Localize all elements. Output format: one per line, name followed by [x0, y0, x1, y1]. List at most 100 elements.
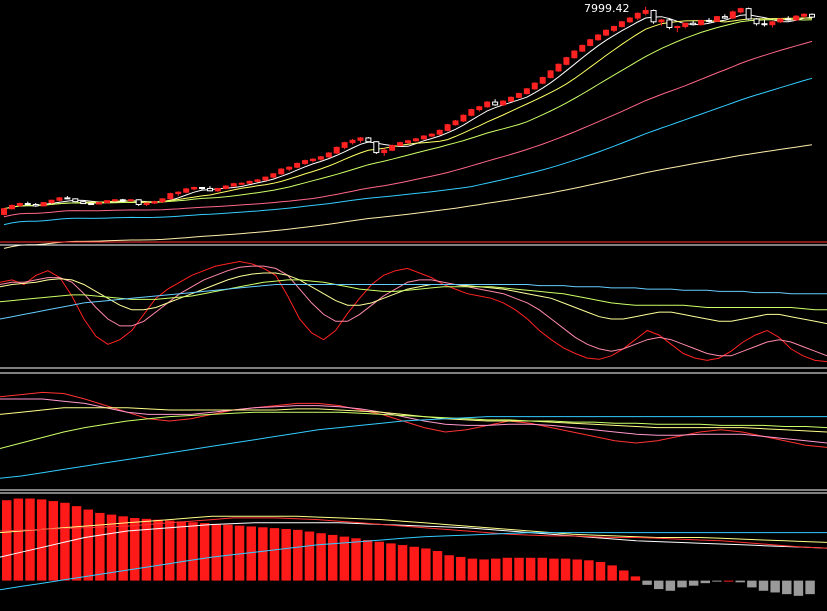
oscillator-panel [0, 260, 827, 363]
candle-body [721, 16, 728, 19]
candle-body [809, 13, 815, 18]
indicator-line [0, 407, 827, 433]
candle-body [333, 146, 340, 154]
candle-body [325, 152, 332, 158]
histogram-bar [293, 529, 303, 581]
candle-body [745, 8, 752, 20]
candle-body [8, 204, 15, 210]
moving-average-line [3, 40, 813, 218]
candle-body [175, 191, 182, 195]
candle-body [793, 15, 800, 21]
candle-body [761, 23, 768, 26]
histogram-bar [304, 531, 315, 581]
candle-body [587, 39, 594, 46]
candle-body [286, 166, 293, 170]
histogram-bar [316, 533, 326, 581]
histogram-bar [723, 580, 734, 582]
candle-body [420, 135, 427, 140]
candle-body [666, 19, 673, 28]
histogram-bar [549, 558, 559, 581]
candle-body [72, 198, 79, 203]
candle-body [674, 26, 681, 29]
candle-body [484, 101, 491, 108]
candle-body [254, 179, 261, 182]
candle-body [1, 208, 7, 215]
histogram-bar [432, 551, 443, 581]
candle-body [690, 22, 697, 26]
histogram-bar [397, 545, 408, 581]
histogram-bar [118, 516, 128, 581]
candle-body [555, 63, 562, 72]
price-panel [1, 6, 815, 249]
candle-body [246, 180, 253, 184]
histogram-bar [199, 523, 210, 581]
candle-body [650, 9, 657, 23]
candle-body [96, 202, 103, 205]
candle-body [302, 160, 309, 164]
histogram-bar [374, 541, 385, 581]
candle-body [381, 149, 388, 154]
candle-body [634, 12, 641, 19]
candle-body [539, 77, 546, 84]
histogram-bar [258, 527, 268, 581]
histogram-bar [95, 512, 105, 581]
candle-body [610, 26, 617, 31]
candle-body [294, 162, 301, 168]
histogram-bar [188, 522, 198, 581]
histogram-bar [537, 557, 548, 581]
candle-body [618, 21, 625, 28]
histogram-bar [642, 580, 652, 585]
histogram-bar [2, 500, 12, 581]
candle-body [309, 158, 316, 162]
candle-body [436, 129, 443, 135]
indicator-line [0, 398, 827, 444]
oscillator-line [0, 284, 827, 320]
candle-body [571, 50, 578, 59]
candle-body [460, 114, 467, 122]
oscillator-line [0, 265, 827, 357]
histogram-bar [153, 519, 163, 581]
histogram-bar [269, 528, 280, 581]
histogram-bar [758, 580, 769, 591]
histogram-bar [479, 559, 489, 581]
histogram-bar [688, 580, 699, 586]
oscillator-line [0, 279, 827, 311]
histogram-bar [362, 540, 373, 581]
histogram-bar [13, 498, 24, 581]
histogram-bar [747, 580, 757, 588]
candle-body [412, 138, 419, 142]
histogram-line [0, 532, 827, 591]
moving-average-line [3, 144, 813, 249]
candle-body [127, 199, 134, 202]
histogram-line [0, 517, 827, 549]
high-price-annotation: 7999.42 [584, 2, 630, 15]
histogram-bar [677, 580, 687, 588]
candle-body [563, 57, 570, 65]
candle-body [214, 187, 221, 192]
candle-body [357, 137, 364, 141]
histogram-line [0, 522, 827, 558]
histogram-line [0, 515, 827, 543]
candle-body [206, 187, 213, 192]
histogram-bar [793, 580, 804, 596]
candle-body [151, 201, 158, 204]
candle-body [515, 93, 522, 98]
histogram-bar [491, 558, 501, 581]
histogram-bar [619, 570, 629, 581]
histogram-bar [584, 560, 594, 581]
histogram-bar [409, 546, 419, 581]
candle-body [135, 199, 142, 205]
histogram-bar [421, 548, 431, 581]
candle-body [143, 202, 150, 205]
candle-body [595, 34, 602, 41]
histogram-bar [735, 580, 745, 583]
candle-body [16, 203, 23, 206]
histogram-bar [234, 525, 245, 581]
candle-body [32, 203, 39, 207]
candle-body [389, 144, 396, 151]
histogram-bar [165, 520, 175, 581]
candle-body [167, 193, 174, 200]
candle-body [119, 199, 126, 202]
histogram-bar [386, 543, 396, 581]
candle-body [428, 133, 435, 137]
